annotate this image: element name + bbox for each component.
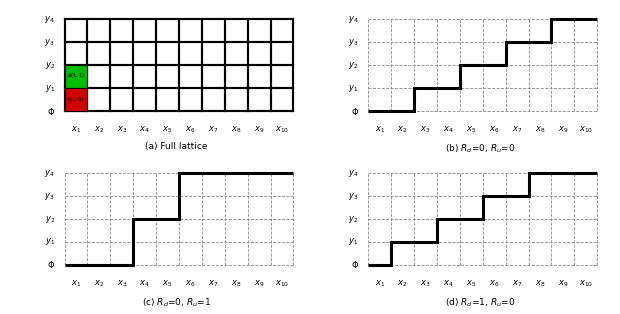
Text: $x_{3}$: $x_{3}$ — [420, 278, 431, 289]
Bar — [64, 65, 87, 88]
Text: $x_{4}$: $x_{4}$ — [140, 278, 150, 289]
Text: $x_{5}$: $x_{5}$ — [466, 278, 477, 289]
Text: $x_{5}$: $x_{5}$ — [162, 124, 173, 135]
Text: $x_{5}$: $x_{5}$ — [466, 124, 477, 135]
Text: $x_{7}$: $x_{7}$ — [512, 278, 522, 289]
Bar — [64, 88, 87, 111]
Text: $x_{4}$: $x_{4}$ — [443, 124, 454, 135]
Text: $y_2$: $y_2$ — [45, 214, 55, 225]
Text: $\phi(1,1)$: $\phi(1,1)$ — [67, 71, 85, 80]
Text: $y_1$: $y_1$ — [348, 236, 359, 247]
Text: $x_{8}$: $x_{8}$ — [231, 278, 241, 289]
Text: $x_{3}$: $x_{3}$ — [117, 124, 127, 135]
Text: $x_{7}$: $x_{7}$ — [208, 278, 218, 289]
Text: $x_{4}$: $x_{4}$ — [140, 124, 150, 135]
Text: $y_2$: $y_2$ — [348, 60, 359, 71]
Text: $x_{1}$: $x_{1}$ — [374, 124, 385, 135]
Text: $y_2$: $y_2$ — [45, 60, 55, 71]
Text: $x_{8}$: $x_{8}$ — [231, 124, 241, 135]
Text: $y_3$: $y_3$ — [45, 37, 55, 48]
Text: $x_{7}$: $x_{7}$ — [512, 124, 522, 135]
Text: $y_3$: $y_3$ — [348, 37, 359, 48]
Text: $x_{1}$: $x_{1}$ — [71, 124, 81, 135]
Text: $y_3$: $y_3$ — [348, 191, 359, 202]
Text: $x_{10}$: $x_{10}$ — [578, 124, 593, 135]
Text: $y_4$: $y_4$ — [44, 14, 55, 25]
Text: (b) $R_d$=0, $R_u$=0: (b) $R_d$=0, $R_u$=0 — [445, 142, 516, 155]
Text: $x_{6}$: $x_{6}$ — [489, 124, 500, 135]
Text: $x_{4}$: $x_{4}$ — [443, 278, 454, 289]
Text: $y_1$: $y_1$ — [348, 83, 359, 94]
Text: $x_{8}$: $x_{8}$ — [535, 124, 545, 135]
Text: $x_{7}$: $x_{7}$ — [208, 124, 218, 135]
Text: $x_{2}$: $x_{2}$ — [94, 278, 104, 289]
Text: $x_{9}$: $x_{9}$ — [557, 278, 568, 289]
Text: $\Phi$: $\Phi$ — [350, 106, 359, 116]
Text: $x_{6}$: $x_{6}$ — [185, 278, 196, 289]
Text: $y_1$: $y_1$ — [45, 236, 55, 247]
Text: $\Phi$: $\Phi$ — [46, 106, 55, 116]
Text: $y_3$: $y_3$ — [45, 191, 55, 202]
Text: $y_4$: $y_4$ — [348, 168, 359, 179]
Text: $x_{10}$: $x_{10}$ — [578, 278, 593, 289]
Text: $x_{2}$: $x_{2}$ — [397, 124, 408, 135]
Text: $x_{10}$: $x_{10}$ — [275, 124, 289, 135]
Text: (c) $R_d$=0, $R_u$=1: (c) $R_d$=0, $R_u$=1 — [142, 296, 211, 309]
Text: $x_{2}$: $x_{2}$ — [397, 278, 408, 289]
Text: $y_2$: $y_2$ — [348, 214, 359, 225]
Text: $x_{2}$: $x_{2}$ — [94, 124, 104, 135]
Text: $x_{1}$: $x_{1}$ — [71, 278, 81, 289]
Text: $x_{3}$: $x_{3}$ — [420, 124, 431, 135]
Text: $\Phi$: $\Phi$ — [46, 259, 55, 270]
Text: $x_{9}$: $x_{9}$ — [557, 124, 568, 135]
Text: $x_{1}$: $x_{1}$ — [374, 278, 385, 289]
Text: $x_{5}$: $x_{5}$ — [162, 278, 173, 289]
Text: $x_{3}$: $x_{3}$ — [117, 278, 127, 289]
Text: (a) Full lattice: (a) Full lattice — [146, 142, 208, 151]
Text: $r(1,0)$: $r(1,0)$ — [68, 95, 84, 104]
Text: $x_{9}$: $x_{9}$ — [254, 124, 264, 135]
Text: $y_1$: $y_1$ — [45, 83, 55, 94]
Text: $x_{6}$: $x_{6}$ — [185, 124, 196, 135]
Text: $y_4$: $y_4$ — [348, 14, 359, 25]
Text: $y_4$: $y_4$ — [44, 168, 55, 179]
Text: $x_{8}$: $x_{8}$ — [535, 278, 545, 289]
Text: $x_{6}$: $x_{6}$ — [489, 278, 500, 289]
Text: (d) $R_d$=1, $R_u$=0: (d) $R_d$=1, $R_u$=0 — [445, 296, 516, 309]
Text: $x_{9}$: $x_{9}$ — [254, 278, 264, 289]
Text: $x_{10}$: $x_{10}$ — [275, 278, 289, 289]
Text: $\Phi$: $\Phi$ — [350, 259, 359, 270]
